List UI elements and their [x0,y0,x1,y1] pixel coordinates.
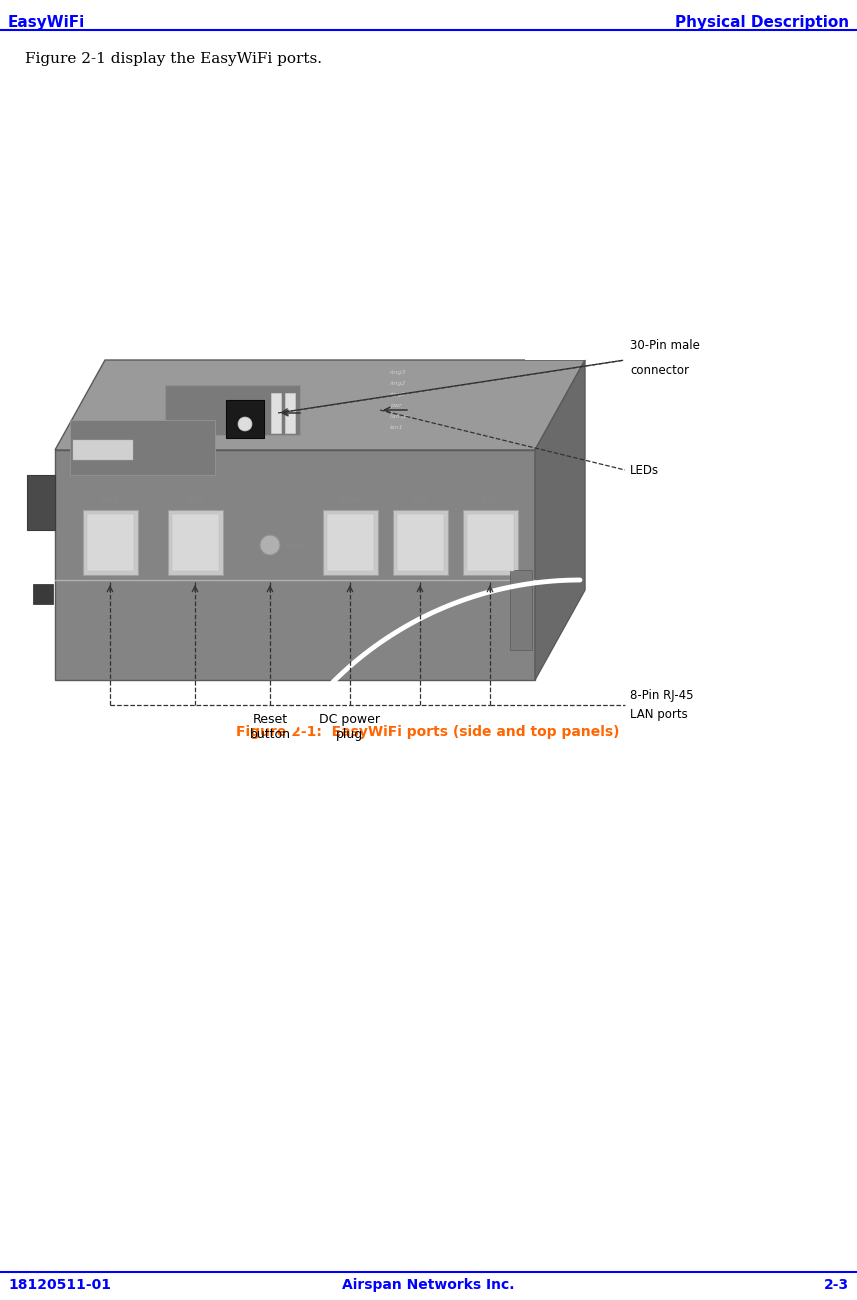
Bar [33,584,53,605]
Text: EasyWiFi: EasyWiFi [8,16,85,30]
Text: 30-Pin male: 30-Pin male [630,339,700,352]
Bar [226,400,264,438]
Bar [285,393,295,433]
Bar [271,393,281,433]
Bar [73,439,133,460]
Bar [70,420,215,474]
Bar [168,510,223,575]
Bar [55,450,535,680]
Bar [397,514,444,571]
Text: 18120511-01: 18120511-01 [8,1278,111,1292]
Wedge shape [525,300,585,360]
Text: lan ps: lan ps [390,413,409,419]
Bar [165,385,300,436]
Text: lan2: lan2 [411,497,428,504]
Bar [27,474,55,530]
Bar [510,569,532,650]
Text: lan1: lan1 [390,425,404,430]
Text: LAN ports: LAN ports [630,708,688,722]
Bar [467,514,514,571]
Text: 8-Pin RJ-45: 8-Pin RJ-45 [630,689,693,702]
Circle shape [260,536,280,555]
Text: 2-3: 2-3 [824,1278,849,1292]
Text: Airspan Networks Inc.: Airspan Networks Inc. [342,1278,514,1292]
Text: power: power [339,497,362,504]
Text: lan4: lan4 [102,497,118,504]
Text: connector: connector [630,364,689,377]
Text: Figure 2-1 display the EasyWiFi ports.: Figure 2-1 display the EasyWiFi ports. [25,52,322,66]
Bar [393,510,448,575]
Text: DC power
plug: DC power plug [320,712,381,741]
Bar [172,514,219,571]
Polygon shape [55,360,585,450]
Polygon shape [535,360,585,680]
Text: Physical Description: Physical Description [674,16,849,30]
Text: lan1: lan1 [482,497,498,504]
Text: ring3: ring3 [390,370,406,374]
Text: LEDs: LEDs [630,464,659,477]
Circle shape [238,417,252,432]
Bar [323,510,378,575]
Text: ring1: ring1 [390,393,406,396]
Text: Reset
button: Reset button [249,712,291,741]
Text: pwr: pwr [390,403,402,408]
Bar [463,510,518,575]
Bar [87,514,134,571]
Text: lan3: lan3 [187,497,203,504]
Text: reset: reset [285,541,304,550]
Bar [83,510,138,575]
Bar [327,514,374,571]
Text: ring2: ring2 [390,381,406,386]
Text: Figure 2-1:  EasyWiFi ports (side and top panels): Figure 2-1: EasyWiFi ports (side and top… [237,725,620,738]
